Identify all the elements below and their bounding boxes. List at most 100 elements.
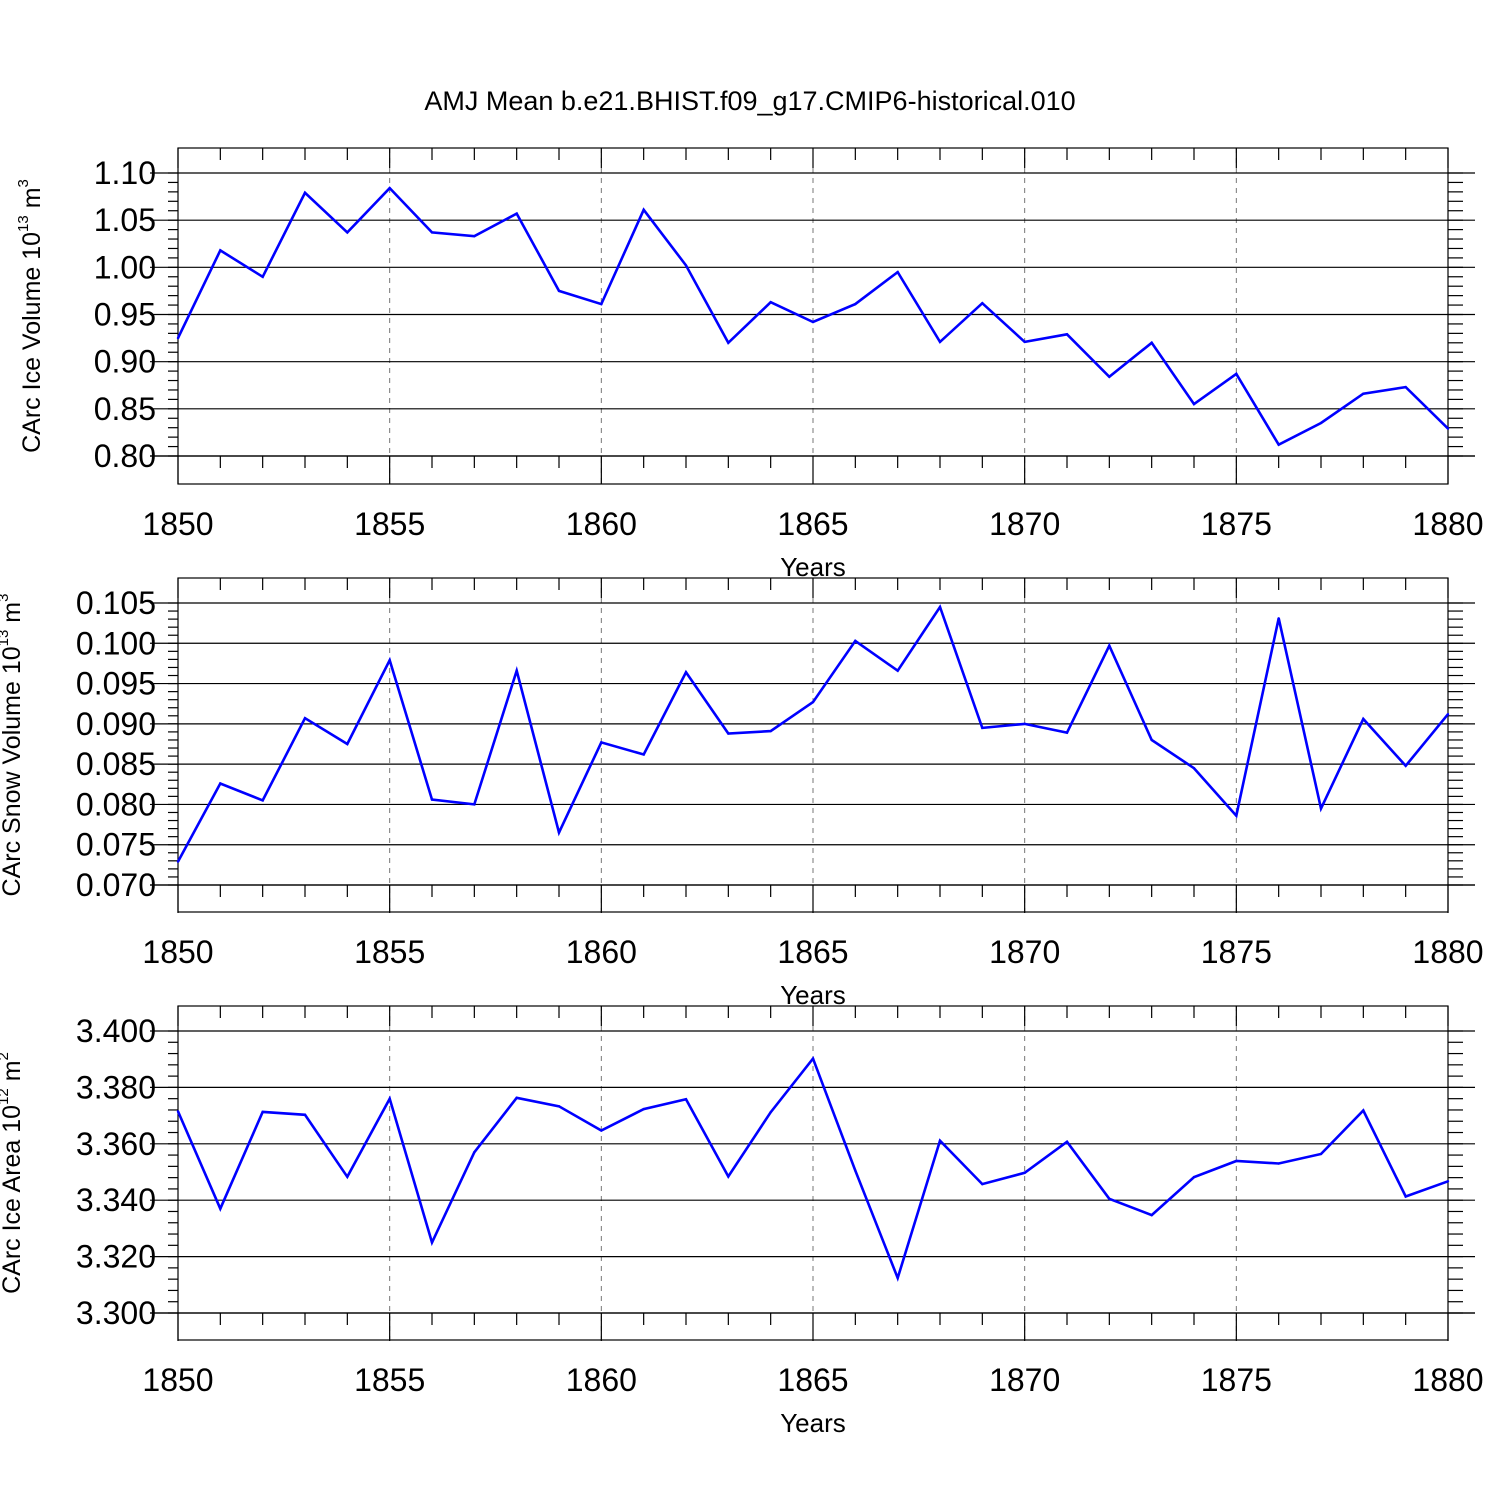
data-point [769, 1111, 772, 1114]
data-point [1192, 402, 1196, 406]
data-point [1404, 385, 1407, 389]
x-tick-label: 1875 [1201, 506, 1272, 542]
data-point [219, 1207, 222, 1210]
data-point [303, 191, 307, 195]
data-point [261, 799, 264, 802]
series-line [176, 604, 1450, 863]
x-tick-label: 1880 [1412, 1362, 1483, 1398]
data-point [430, 231, 434, 234]
data-point [896, 1276, 899, 1280]
data-point [1319, 807, 1323, 810]
series-line [176, 186, 1449, 447]
figure-title: AMJ Mean b.e21.BHIST.f09_g17.CMIP6-histo… [424, 86, 1075, 116]
y-tick-label: 0.095 [76, 666, 156, 702]
y-tick-label: 0.085 [76, 746, 156, 782]
x-axis-label: Years [780, 1408, 846, 1438]
data-point [1192, 1175, 1196, 1179]
data-point [1065, 1140, 1069, 1144]
data-point [1319, 421, 1323, 425]
y-tick-label: 3.400 [76, 1013, 156, 1049]
data-point [727, 341, 730, 344]
data-point [473, 803, 476, 806]
panel-ice-area: 3.300 3.320 3.340 3.360 3.380 3.400 1850 1855 18… [0, 1005, 1484, 1438]
data-point [938, 1139, 942, 1142]
data-point [1362, 717, 1365, 721]
x-tick-label: 1855 [354, 1362, 425, 1398]
data-point [176, 1110, 180, 1113]
panel-ice-volume: 0.80 0.85 0.90 0.95 1.00 1.05 1.10 1850 1855 1860… [15, 147, 1484, 582]
data-point [1446, 1180, 1450, 1183]
x-tick-label: 1855 [354, 506, 425, 542]
data-point [473, 1151, 476, 1154]
data-point [303, 1113, 307, 1116]
y-tick-label: 0.95 [94, 297, 156, 333]
data-point [515, 669, 518, 672]
y-tick-label: 0.105 [76, 585, 156, 621]
data-point [303, 717, 307, 720]
y-tick-label: 3.320 [76, 1239, 156, 1275]
data-point [1404, 1195, 1407, 1198]
data-point [1277, 1162, 1280, 1165]
data-point [176, 860, 180, 863]
x-tick-label: 1865 [777, 934, 848, 970]
x-tick-label: 1860 [566, 934, 637, 970]
x-tick-label: 1860 [566, 1362, 637, 1398]
y-tick-label: 0.100 [76, 625, 156, 661]
y-tick-label: 3.340 [76, 1182, 156, 1218]
data-point [557, 1105, 561, 1108]
data-point [557, 831, 561, 834]
data-point [346, 1175, 349, 1178]
data-point [388, 659, 391, 662]
data-point [261, 275, 264, 278]
x-tick-label: 1860 [566, 506, 637, 542]
panel-snow-volume: 0.070 0.075 0.080 0.085 0.090 0.095 0.100 0.105… [0, 577, 1484, 1010]
data-point [981, 1182, 984, 1186]
data-point [1150, 738, 1153, 742]
x-tick-label: 1870 [989, 934, 1060, 970]
data-point [600, 302, 603, 306]
data-point [1319, 1152, 1323, 1156]
data-point [600, 1129, 603, 1132]
data-point [557, 289, 561, 293]
data-point [515, 1096, 518, 1100]
y-tick-label: 3.300 [76, 1295, 156, 1331]
data-point [1065, 333, 1069, 336]
data-point [684, 671, 688, 674]
data-point [896, 270, 899, 274]
x-tick-label: 1850 [142, 934, 213, 970]
data-point [430, 1241, 434, 1244]
data-point [854, 302, 857, 306]
data-point [854, 1169, 857, 1172]
data-point [1235, 1159, 1238, 1163]
data-point [1150, 1213, 1153, 1217]
x-axis-label: Years [780, 980, 846, 1010]
x-tick-label: 1855 [354, 934, 425, 970]
data-point [1362, 1109, 1365, 1112]
data-point [684, 1098, 688, 1101]
data-point [1108, 375, 1111, 378]
data-point [346, 231, 349, 234]
data-point [938, 605, 942, 609]
data-point [1446, 712, 1450, 716]
y-tick-label: 1.10 [94, 155, 156, 191]
data-point [769, 729, 772, 733]
x-tick-label: 1880 [1412, 934, 1483, 970]
data-point [1235, 372, 1238, 376]
data-point [811, 1057, 815, 1060]
data-point [642, 208, 645, 211]
data-point [600, 741, 603, 744]
data-point [261, 1110, 264, 1114]
data-point [1192, 766, 1196, 770]
data-point [1362, 392, 1365, 395]
y-tick-label: 3.380 [76, 1069, 156, 1105]
data-point [769, 301, 772, 304]
data-point [1108, 644, 1111, 647]
data-point [938, 340, 942, 344]
x-tick-label: 1870 [989, 1362, 1060, 1398]
data-point [1404, 764, 1407, 767]
data-point [1277, 443, 1280, 446]
y-axis-label: CArc Ice Volume 1013 m3 [15, 179, 46, 453]
data-point [727, 1175, 730, 1178]
y-tick-label: 3.360 [76, 1126, 156, 1162]
